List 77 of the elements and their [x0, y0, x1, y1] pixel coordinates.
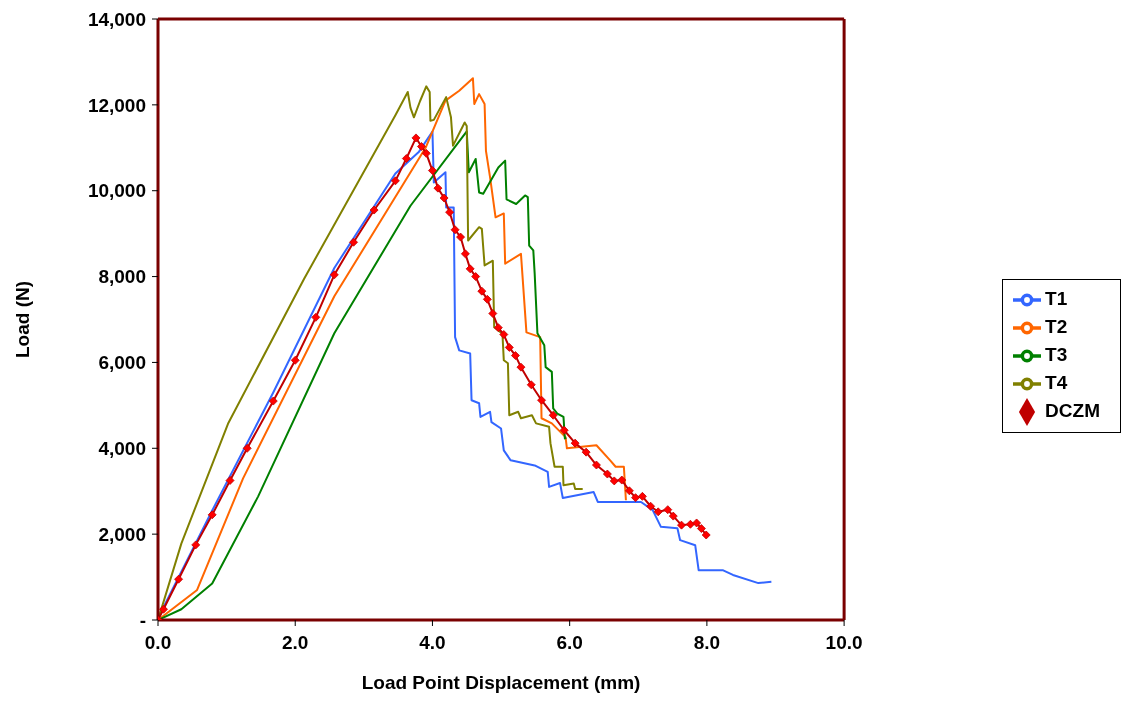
- point: [207, 510, 217, 520]
- point: [369, 205, 379, 215]
- point: [456, 232, 465, 242]
- point: [191, 540, 201, 550]
- x-tick-label: 6.0: [556, 632, 583, 654]
- point: [609, 476, 619, 486]
- point: [592, 460, 601, 470]
- point: [511, 351, 520, 360]
- point: [390, 176, 400, 186]
- point: [450, 225, 460, 235]
- point: [460, 249, 470, 259]
- x-tick-label: 4.0: [419, 632, 446, 654]
- point: [646, 501, 656, 511]
- point: [225, 476, 235, 485]
- y-axis-title: Load (N): [11, 280, 33, 359]
- point: [663, 505, 673, 515]
- point: [603, 469, 612, 479]
- point: [548, 410, 558, 420]
- point: [504, 343, 514, 352]
- x-tick-label: 8.0: [693, 632, 721, 654]
- y-tick-label: 10,000: [87, 180, 146, 202]
- point: [581, 447, 591, 457]
- y-tick-label: 6,000: [98, 352, 146, 374]
- point: [329, 270, 339, 280]
- point: [311, 312, 321, 322]
- point: [421, 148, 431, 158]
- legend-label: T2: [1045, 315, 1068, 337]
- x-axis-title: Load Point Displacement (mm): [361, 672, 641, 693]
- point: [417, 142, 426, 151]
- point: [701, 530, 711, 540]
- point: [697, 524, 706, 533]
- point: [242, 443, 252, 453]
- point: [668, 511, 678, 521]
- point: [617, 475, 627, 485]
- y-tick-label: 14,000: [87, 8, 146, 30]
- x-tick-label: 10.0: [825, 632, 863, 654]
- point: [686, 519, 695, 529]
- point: [488, 309, 498, 318]
- point: [526, 380, 536, 390]
- point: [516, 362, 526, 372]
- y-tick-label: 8,000: [98, 266, 146, 288]
- point: [559, 425, 569, 435]
- point: [624, 486, 634, 496]
- point: [637, 491, 647, 501]
- point: [433, 183, 443, 193]
- point: [445, 207, 454, 217]
- point: [537, 395, 546, 405]
- point: [677, 520, 686, 530]
- point: [439, 193, 449, 203]
- y-tick-label: 4,000: [98, 438, 146, 460]
- legend-label: T3: [1045, 343, 1068, 365]
- point: [268, 396, 278, 406]
- x-tick-label: 0.0: [144, 632, 172, 654]
- point: [159, 604, 168, 614]
- point: [174, 574, 183, 584]
- point: [401, 154, 411, 163]
- point: [428, 166, 437, 175]
- y-tick-label: -: [139, 609, 146, 631]
- y-tick-label: 12,000: [87, 94, 146, 116]
- point: [349, 237, 358, 247]
- point: [482, 294, 492, 304]
- point: [477, 286, 487, 296]
- x-tick-label: 2.0: [282, 632, 309, 654]
- point: [653, 507, 663, 517]
- point: [570, 438, 580, 448]
- point: [465, 264, 475, 274]
- point: [411, 133, 421, 143]
- legend-label: DCZM: [1045, 399, 1100, 421]
- point: [493, 323, 503, 333]
- legend-label: T1: [1045, 287, 1068, 309]
- point: [631, 493, 640, 503]
- point: [471, 272, 481, 281]
- point: [499, 330, 509, 339]
- legend-label: T4: [1045, 371, 1068, 393]
- point: [290, 355, 300, 365]
- point: [692, 518, 701, 528]
- y-tick-label: 2,000: [98, 523, 146, 545]
